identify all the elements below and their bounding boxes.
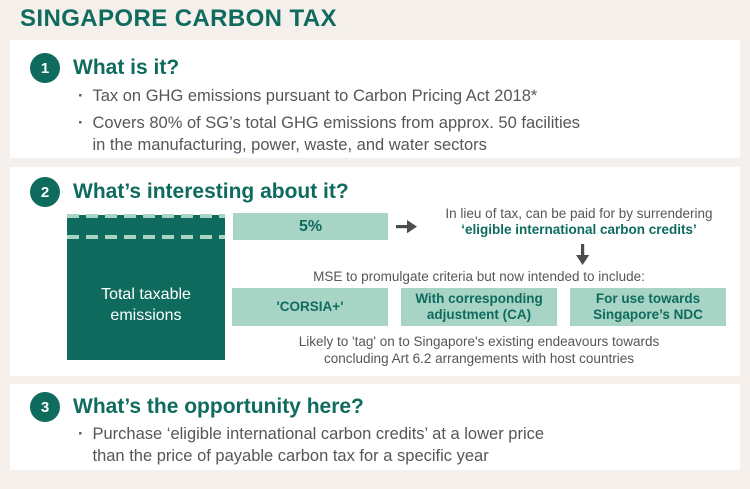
bullet-dot: · xyxy=(78,87,84,105)
section-1-header: 1 What is it? xyxy=(30,53,179,83)
down-arrow-icon xyxy=(576,244,590,265)
right-arrow-icon xyxy=(396,220,417,234)
criteria-box-corsia: 'CORSIA+' xyxy=(232,288,388,326)
surrender-note: In lieu of tax, can be paid for by surre… xyxy=(418,206,740,237)
section-1-number-badge: 1 xyxy=(30,53,60,83)
section-2-header: 2 What’s interesting about it? xyxy=(30,177,349,207)
page-title: SINGAPORE CARBON TAX xyxy=(20,5,337,32)
bullet-text: Purchase ‘eligible international carbon … xyxy=(92,425,545,465)
section-opportunity: 3 What’s the opportunity here? · Purchas… xyxy=(10,384,740,470)
section-2-heading: What’s interesting about it? xyxy=(73,180,349,203)
emissions-diagram: Total taxable emissions 5% In lieu of ta… xyxy=(10,167,740,376)
section-3-bullets: · Purchase ‘eligible international carbo… xyxy=(78,423,544,472)
section-3-number-badge: 3 xyxy=(30,392,60,422)
tag-note-text: Likely to 'tag' on to Singapore's existi… xyxy=(298,334,660,366)
total-taxable-emissions-box: Total taxable emissions xyxy=(67,215,225,360)
surrender-note-line1: In lieu of tax, can be paid for by surre… xyxy=(445,206,713,221)
bullet-text: Covers 80% of SG’s total GHG emissions f… xyxy=(92,114,581,154)
bullet-item: · Tax on GHG emissions pursuant to Carbo… xyxy=(78,85,580,107)
section-3-header: 3 What’s the opportunity here? xyxy=(30,392,364,422)
bullet-dot: · xyxy=(78,425,84,443)
section-1-bullets: · Tax on GHG emissions pursuant to Carbo… xyxy=(78,85,580,161)
bullet-dot: · xyxy=(78,114,84,132)
section-3-heading: What’s the opportunity here? xyxy=(73,395,364,418)
bullet-text: Tax on GHG emissions pursuant to Carbon … xyxy=(92,87,538,105)
bullet-item: · Covers 80% of SG’s total GHG emissions… xyxy=(78,112,580,156)
criteria-box-corresponding-adjustment: With corresponding adjustment (CA) xyxy=(401,288,557,326)
surrender-note-line2: ‘eligible international carbon credits’ xyxy=(461,221,697,237)
slice-dashed-line-bottom xyxy=(67,235,225,239)
section-2-number-badge: 2 xyxy=(30,177,60,207)
section-whats-interesting: 2 What’s interesting about it? Total tax… xyxy=(10,167,740,376)
bullet-item: · Purchase ‘eligible international carbo… xyxy=(78,423,544,467)
slice-dashed-line-top xyxy=(67,214,225,218)
five-percent-bar: 5% xyxy=(233,213,388,240)
section-1-heading: What is it? xyxy=(73,56,180,79)
section-what-is-it: 1 What is it? · Tax on GHG emissions pur… xyxy=(10,40,740,158)
criteria-intro-text: MSE to promulgate criteria but now inten… xyxy=(313,269,645,284)
criteria-boxes: 'CORSIA+' With corresponding adjustment … xyxy=(232,288,726,326)
criteria-box-ndc: For use towards Singapore’s NDC xyxy=(570,288,726,326)
